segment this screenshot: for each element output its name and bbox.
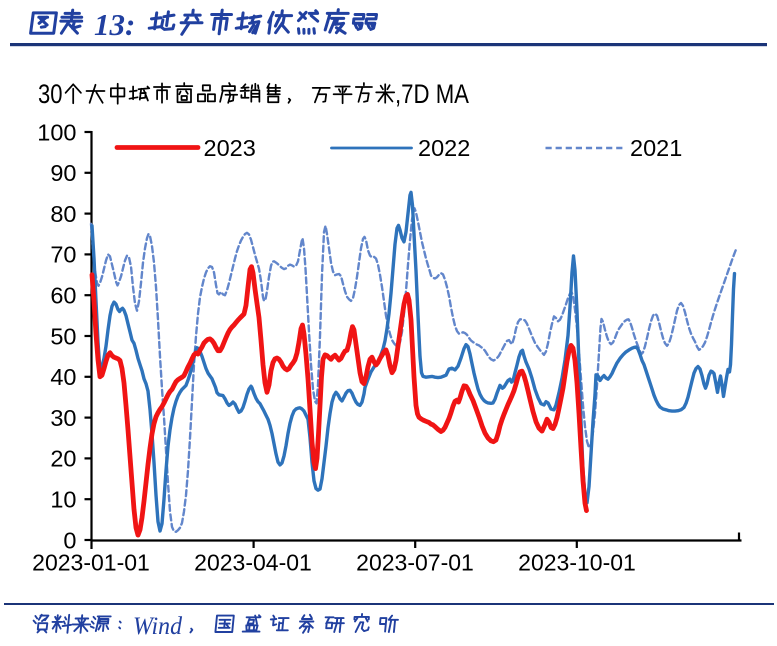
svg-text:20: 20 bbox=[50, 446, 76, 472]
svg-text:2022: 2022 bbox=[418, 135, 470, 161]
svg-text:13:: 13: bbox=[94, 7, 135, 42]
svg-text:0: 0 bbox=[63, 527, 76, 553]
svg-text:2023-01-01: 2023-01-01 bbox=[32, 550, 150, 576]
svg-text:2023-07-01: 2023-07-01 bbox=[356, 550, 474, 576]
svg-text:60: 60 bbox=[50, 283, 76, 309]
svg-text:80: 80 bbox=[50, 201, 76, 227]
svg-text:2021: 2021 bbox=[630, 135, 682, 161]
svg-text:2023: 2023 bbox=[204, 135, 256, 161]
svg-text:2023-10-01: 2023-10-01 bbox=[518, 550, 636, 576]
svg-text:40: 40 bbox=[50, 364, 76, 390]
svg-text:Wind: Wind bbox=[133, 613, 182, 640]
svg-text:10: 10 bbox=[50, 487, 76, 513]
svg-text:30: 30 bbox=[38, 79, 63, 109]
svg-text:100: 100 bbox=[37, 119, 76, 145]
svg-text:30: 30 bbox=[50, 405, 76, 431]
svg-text:90: 90 bbox=[50, 160, 76, 186]
svg-text:70: 70 bbox=[50, 242, 76, 268]
svg-text:,7D MA: ,7D MA bbox=[395, 79, 469, 109]
svg-text:50: 50 bbox=[50, 323, 76, 349]
svg-text:2023-04-01: 2023-04-01 bbox=[194, 550, 312, 576]
